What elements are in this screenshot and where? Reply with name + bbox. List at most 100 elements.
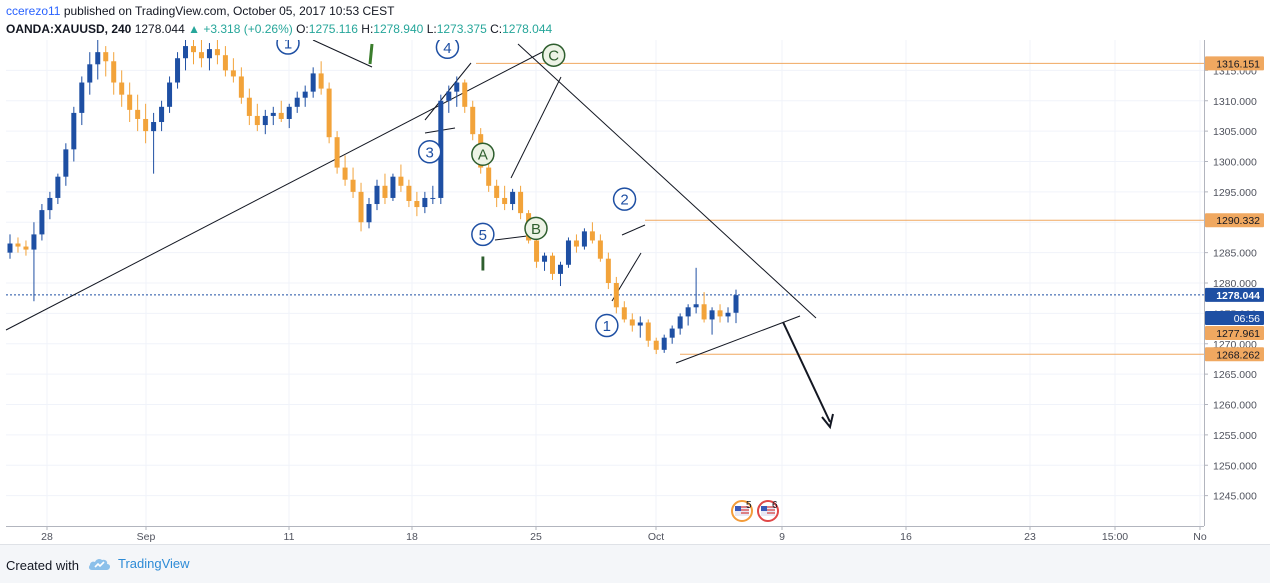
candle-body [39, 210, 45, 235]
chart-header: ccerezo11 published on TradingView.com, … [0, 0, 1270, 40]
time-axis[interactable]: 28 Sep 11 18 25 Oct 9 16 23 15:00 No [6, 526, 1207, 543]
wave-label-circle [417, 140, 442, 164]
price-axis-background [1204, 40, 1270, 526]
candle-body [214, 49, 220, 56]
wave-line [424, 62, 472, 121]
candle-body [629, 319, 635, 326]
price-tag-box [1205, 311, 1264, 325]
candle-body [103, 52, 109, 62]
wave-label-text: 2 [620, 192, 628, 209]
x-tick-label: 16 [900, 531, 912, 543]
candle-body [550, 255, 556, 274]
candle-body [119, 82, 125, 95]
price-tag-box [1205, 287, 1264, 302]
trendline-wedge-lower [675, 315, 801, 364]
symbol-line: OANDA:XAUUSD, 240 1278.044 ▲ +3.318 (+0.… [6, 22, 552, 36]
candle-body [342, 167, 348, 180]
candle-body [685, 307, 691, 317]
published-text: published on TradingView.com, October 05… [63, 4, 395, 18]
price-axis[interactable]: 1315.0001310.0001305.0001300.0001295.000… [1204, 40, 1270, 526]
candle-body [159, 106, 165, 123]
candle-body [382, 185, 388, 198]
price-tag-label: 1290.332 [1216, 215, 1260, 227]
wave-label-text: 1 [284, 36, 292, 53]
candle-body [486, 167, 492, 186]
wave-marker [368, 43, 374, 65]
candle-body [406, 185, 412, 201]
candle-body [151, 122, 157, 132]
wave-label-circle [541, 43, 566, 67]
price-tag-box [1205, 56, 1264, 71]
trendline-descending [517, 43, 817, 319]
wave-label-B: B [524, 216, 548, 241]
wave-label-text: I [480, 253, 486, 275]
price-tag-label: 1268.262 [1216, 349, 1260, 361]
candle-body [589, 231, 595, 241]
price-change: +3.318 (+0.26%) [203, 22, 293, 36]
open-value: 1275.116 [308, 22, 358, 36]
y-tick-label: 1255.000 [1213, 430, 1257, 442]
wave-label-circle [471, 222, 495, 247]
change-arrow-icon: ▲ [188, 22, 200, 36]
author-link[interactable]: ccerezo11 [6, 4, 61, 18]
y-tick-label: 1245.000 [1213, 491, 1257, 503]
tradingview-brand: TradingView [118, 556, 190, 571]
candle-body [470, 106, 476, 135]
price-tag-level: 1268.262 [1205, 347, 1264, 362]
candle-body [701, 304, 707, 320]
candle-body [693, 304, 699, 308]
candle-body [350, 179, 356, 192]
wave-label-circle [471, 142, 495, 166]
x-tick-label: 9 [779, 531, 785, 543]
candle-body [494, 185, 500, 198]
price-tag-level: 1290.332 [1205, 213, 1264, 228]
symbol-name[interactable]: OANDA:XAUUSD, 240 [6, 22, 132, 36]
wave-label-text: A [478, 147, 488, 164]
wave-label-text: C [548, 48, 559, 65]
us-flag-icon[interactable]: 6 [757, 500, 779, 522]
wave-label-text: 3 [426, 144, 434, 161]
flag-field [735, 506, 749, 516]
candle-body [597, 240, 603, 259]
y-tick-label: 1260.000 [1213, 400, 1257, 412]
close-value: 1278.044 [502, 22, 553, 36]
publish-line: ccerezo11 published on TradingView.com, … [6, 4, 394, 18]
candle-body [206, 49, 212, 59]
projection-arrow [782, 321, 831, 423]
candle-body [183, 46, 189, 59]
candle-body [127, 94, 133, 110]
candle-body [398, 176, 404, 186]
y-tick-label: 1280.000 [1213, 278, 1257, 290]
tradingview-link[interactable]: TradingView [88, 556, 190, 571]
candle-body [725, 312, 731, 317]
price-tag-label: 1316.151 [1216, 58, 1260, 70]
wave-label-1: 1 [595, 313, 619, 338]
wave-label-A: A [471, 142, 495, 166]
candle-body [645, 322, 651, 341]
candle-body [605, 258, 611, 283]
x-tick-label: 28 [41, 531, 53, 543]
y-tick-label: 1295.000 [1213, 187, 1257, 199]
candle-body [414, 200, 420, 208]
event-count: 6 [772, 500, 778, 511]
candle-body [709, 310, 715, 320]
plot-area[interactable]: 1 4 C 3 A B 5 2 1 I [5, 31, 1204, 526]
wave-label-4: 4 [435, 35, 460, 60]
wave-label-roman: I [480, 253, 486, 275]
price-tag-label: 06:56 [1234, 313, 1260, 325]
open-label: O: [296, 22, 309, 36]
candle-body [502, 197, 508, 205]
candle-body [190, 46, 196, 53]
us-flag-icon[interactable]: 5 [731, 500, 753, 522]
wave-labels: 1 4 C 3 A B 5 2 1 I [276, 31, 637, 338]
candle-body [430, 197, 436, 199]
candle-body [175, 58, 181, 83]
candle-body [111, 61, 117, 83]
candle-body [446, 91, 452, 101]
x-tick-label: 18 [406, 531, 418, 543]
flag-canton [735, 506, 741, 511]
candle-body [462, 82, 468, 107]
candle-body [7, 243, 13, 253]
